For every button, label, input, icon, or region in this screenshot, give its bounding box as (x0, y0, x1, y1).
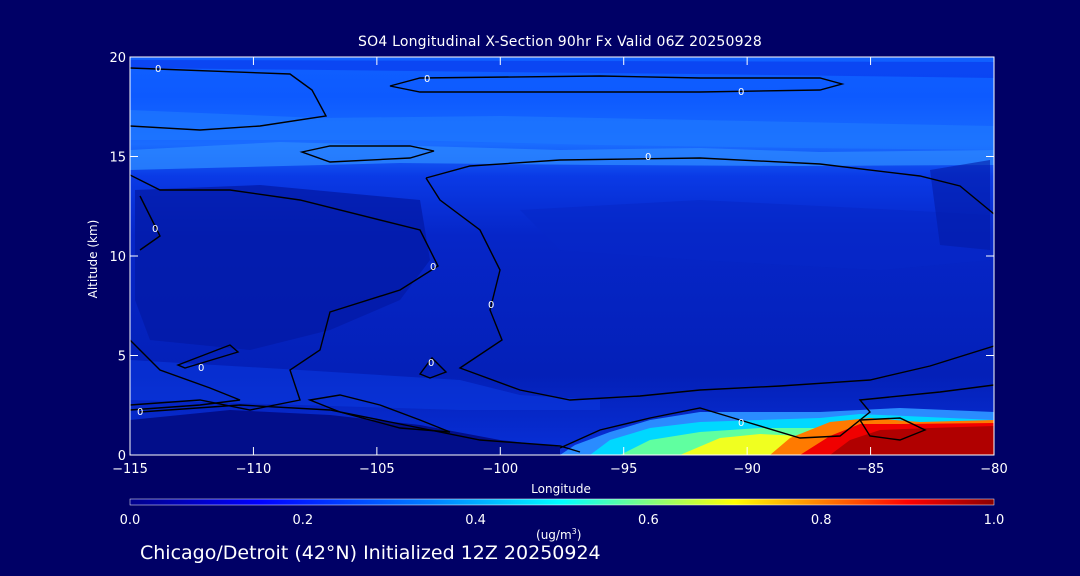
field-dark-left (135, 185, 430, 350)
contour-label: 0 (155, 64, 161, 75)
field-layer: 0 0 0 0 0 0 0 0 0 0 0 (130, 57, 994, 455)
colorbar-tick-label: 0.0 (120, 513, 141, 528)
field-lower-left (130, 410, 560, 455)
x-tick-label: −115 (112, 462, 148, 477)
colorbar-units: (ug/m3) (536, 527, 582, 542)
contour-line (130, 67, 328, 131)
x-tick-label: −80 (980, 462, 1007, 477)
colorbar-unit-exponent: 3 (571, 527, 577, 536)
contour-label: 0 (488, 300, 494, 311)
contour-label: 0 (645, 152, 651, 163)
y-axis: 0 5 10 15 20 (109, 51, 994, 464)
contour-label: 0 (137, 407, 143, 418)
contour-label: 0 (152, 224, 158, 235)
colorbar-tick-label: 0.6 (638, 513, 659, 528)
colorbar-ticks: 0.0 0.2 0.4 0.6 0.8 1.0 (120, 513, 1005, 528)
field-band-upper (130, 110, 994, 150)
contour-line (559, 384, 994, 449)
field-band-top (130, 60, 994, 78)
contour-line (139, 404, 581, 453)
field-lower-band (130, 360, 600, 410)
x-tick-label: −95 (610, 462, 637, 477)
x-tick-label: −90 (733, 462, 760, 477)
contour-line (389, 75, 845, 93)
colorbar (129, 498, 995, 506)
contour-line (418, 356, 448, 379)
colorbar-unit-label: ug/m (540, 528, 572, 542)
contour-label: 0 (428, 358, 434, 369)
contour-lines (130, 67, 994, 453)
y-axis-label: Altitude (km) (86, 220, 100, 299)
colorbar-tick-label: 0.4 (465, 513, 486, 528)
field-dark-right (520, 200, 990, 270)
contour-line (858, 417, 927, 441)
colorbar-tick-label: 0.8 (811, 513, 832, 528)
contour-label: 0 (198, 363, 204, 374)
contour-label: 0 (738, 87, 744, 98)
x-tick-label: −100 (482, 462, 518, 477)
contour-labels: 0 0 0 0 0 0 0 0 0 0 0 (137, 64, 744, 429)
y-tick-label: 20 (109, 51, 126, 66)
x-tick-label: −110 (236, 462, 272, 477)
contour-line (139, 195, 161, 251)
x-tick-label: −85 (857, 462, 884, 477)
y-tick-label: 5 (118, 350, 126, 365)
x-tick-label: −105 (359, 462, 395, 477)
colorbar-tick-label: 1.0 (984, 513, 1005, 528)
x-axis-label: Longitude (531, 482, 591, 496)
y-tick-label: 0 (118, 449, 126, 464)
contour-label: 0 (430, 262, 436, 273)
y-tick-label: 15 (109, 151, 126, 166)
contour-line (425, 177, 994, 401)
colorbar-tick-label: 0.2 (292, 513, 313, 528)
x-axis: −115 −110 −105 −100 −95 −90 −85 −80 (112, 57, 1008, 477)
contour-line (299, 145, 435, 163)
contour-line (130, 174, 439, 411)
y-tick-label: 10 (109, 250, 126, 265)
contour-label: 0 (738, 418, 744, 429)
contour-line (425, 157, 994, 215)
contour-line (176, 344, 240, 369)
footer-caption: Chicago/Detroit (42°N) Initialized 12Z 2… (140, 542, 601, 564)
field-band-15km (130, 142, 994, 170)
field-dark-corner (930, 160, 990, 250)
contour-line (130, 339, 241, 411)
chart-title: SO4 Longitudinal X-Section 90hr Fx Valid… (358, 34, 762, 50)
contour-label: 0 (424, 74, 430, 85)
